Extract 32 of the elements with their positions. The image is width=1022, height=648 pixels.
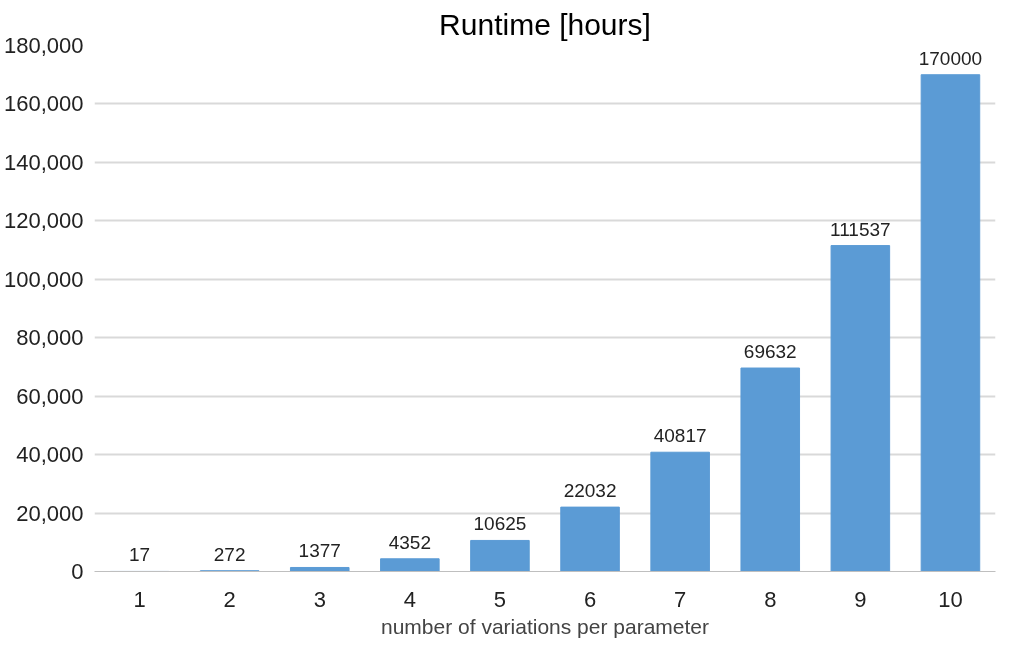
data-label: 17 <box>128 544 151 566</box>
data-label: 22032 <box>563 480 617 502</box>
data-label: 10625 <box>473 513 527 535</box>
x-tick-label: 2 <box>223 586 236 612</box>
x-axis-title: number of variations per parameter <box>381 614 709 638</box>
x-tick-label: 10 <box>938 586 963 612</box>
y-tick-label: 0 <box>71 559 84 584</box>
data-label: 1377 <box>298 540 341 562</box>
y-tick-label: 60,000 <box>16 383 84 409</box>
x-tick-label: 3 <box>313 586 326 612</box>
y-tick-label: 180,000 <box>3 33 84 58</box>
data-label: 272 <box>213 543 246 565</box>
x-tick-label: 9 <box>854 586 867 612</box>
y-tick-label: 20,000 <box>16 500 84 526</box>
data-label: 4352 <box>388 531 431 553</box>
y-tick-label: 100,000 <box>3 266 84 292</box>
y-tick-label: 80,000 <box>16 325 84 351</box>
y-tick-label: 140,000 <box>3 149 84 175</box>
x-tick-label: 4 <box>403 586 416 612</box>
data-label: 111537 <box>830 218 891 240</box>
chart-title: Runtime [hours] <box>439 7 651 41</box>
x-tick-label: 6 <box>583 586 597 612</box>
data-label: 40817 <box>653 425 707 447</box>
x-tick-label: 8 <box>764 586 777 612</box>
x-tick-label: 1 <box>133 586 146 612</box>
data-label: 170000 <box>918 47 983 69</box>
x-tick-label: 5 <box>493 586 507 612</box>
y-tick-label: 160,000 <box>3 91 84 117</box>
x-tick-label: 7 <box>674 586 687 612</box>
y-tick-label: 120,000 <box>3 208 84 234</box>
data-label: 69632 <box>743 341 797 363</box>
y-tick-label: 40,000 <box>16 442 84 468</box>
